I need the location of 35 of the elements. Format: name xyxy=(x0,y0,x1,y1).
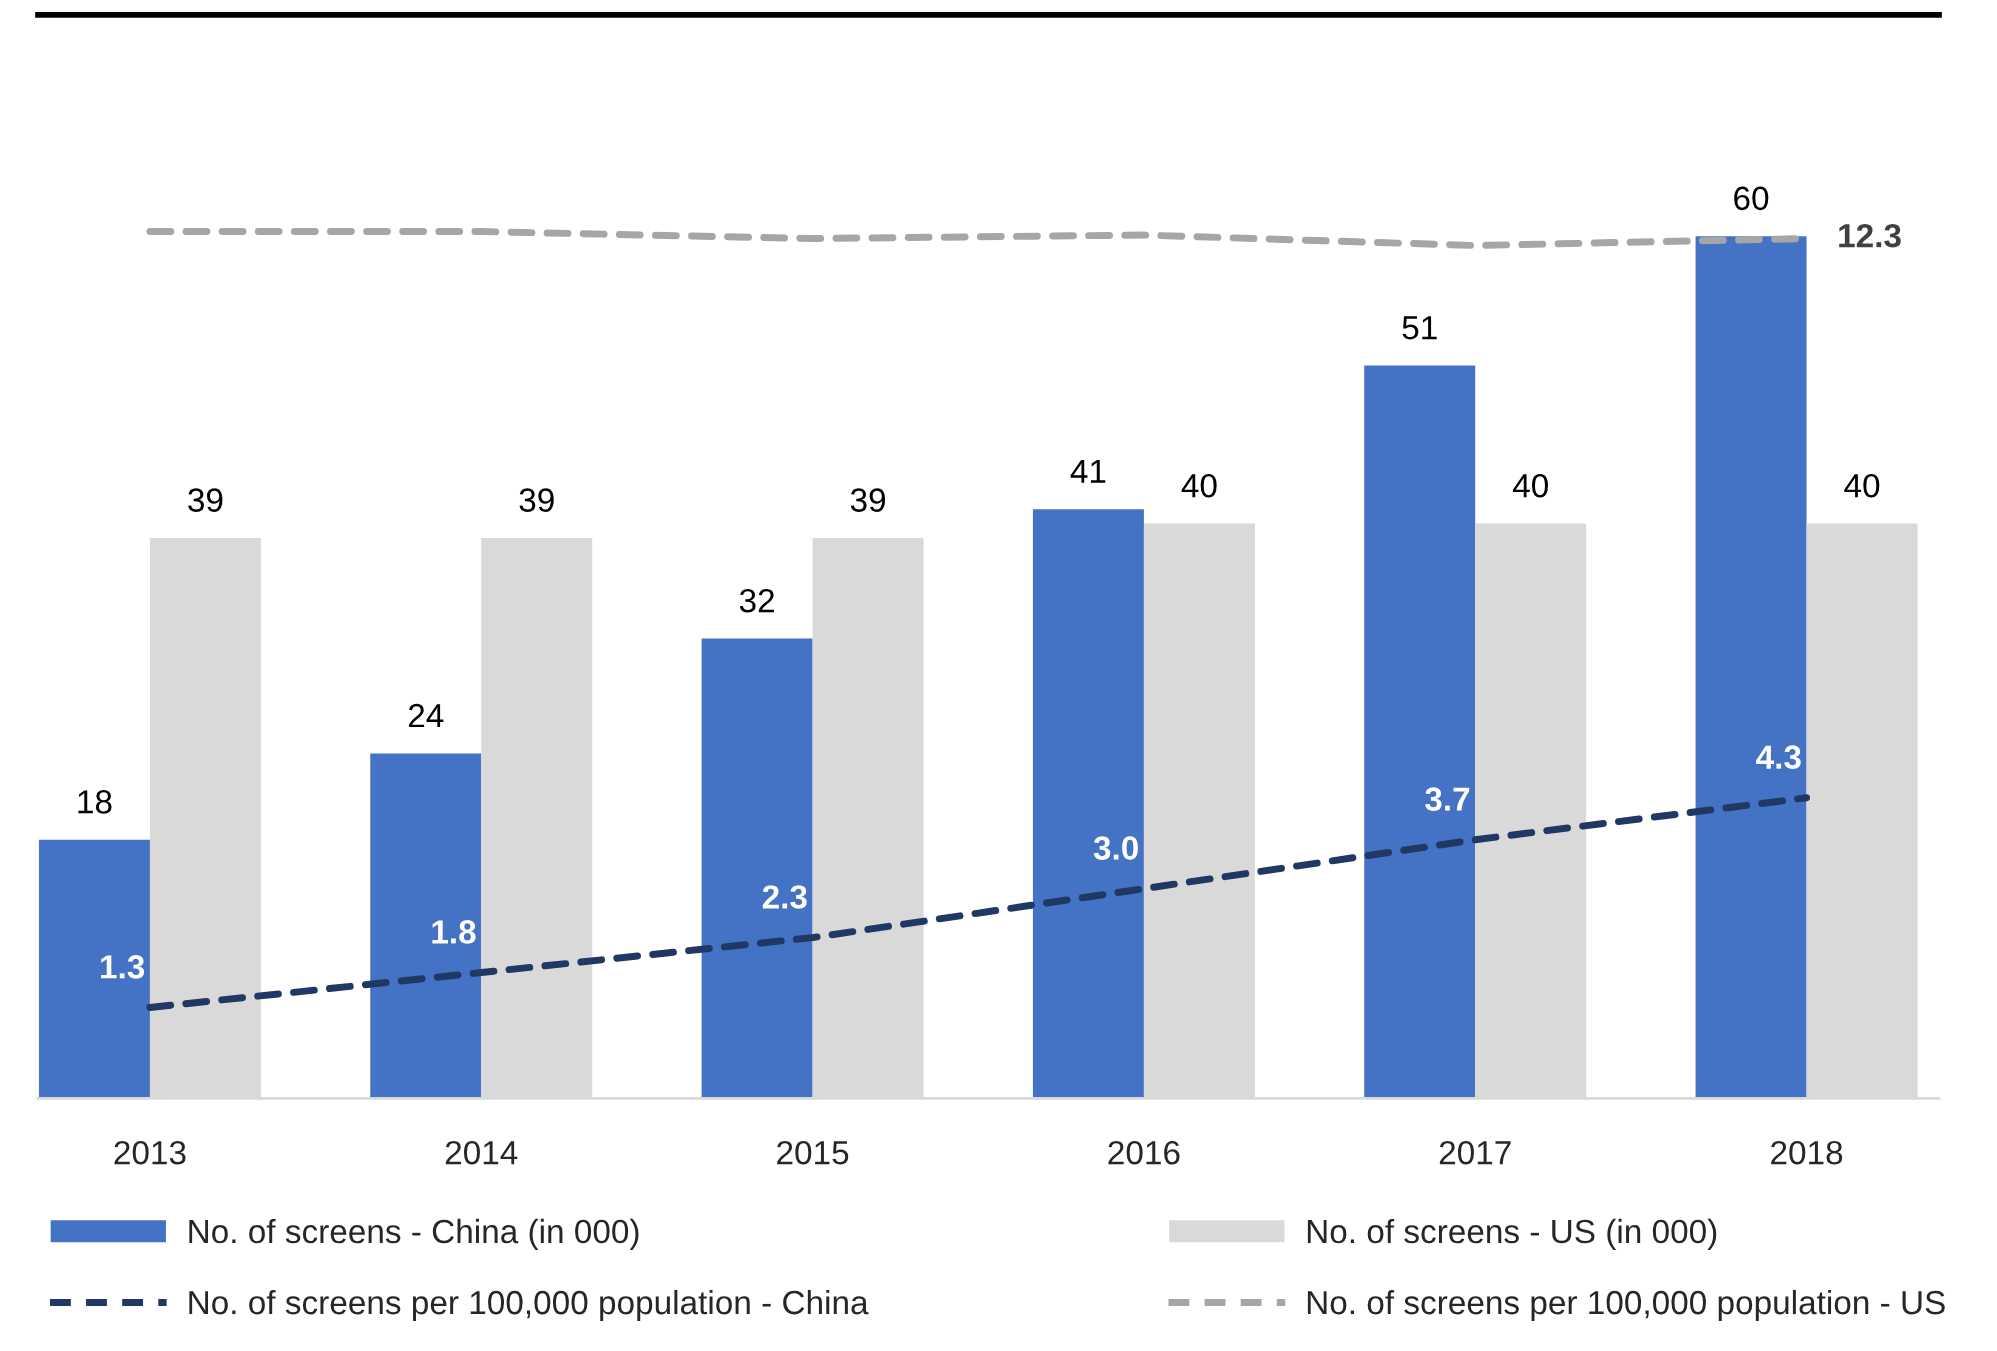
data-label: 1.8 xyxy=(432,920,476,944)
data-label: 1.3 xyxy=(101,955,145,979)
x-tick-label: 2015 xyxy=(777,1140,849,1165)
data-label: 39 xyxy=(188,488,223,512)
data-label: 41 xyxy=(1070,459,1106,483)
x-tick-label: 2013 xyxy=(114,1140,186,1165)
data-label: 39 xyxy=(850,488,886,512)
bar xyxy=(1364,365,1476,1099)
legend-label: No. of screens per 100,000 population - China xyxy=(189,1289,869,1321)
legend-label: No. of screens - China (in 000) xyxy=(189,1218,639,1250)
data-label: 2.3 xyxy=(762,885,807,909)
bar xyxy=(1695,236,1807,1099)
data-label: 51 xyxy=(1402,316,1437,340)
legend-label: No. of screens - US (in 000) xyxy=(1307,1218,1717,1250)
data-label: 18 xyxy=(78,790,112,814)
data-label: 3.0 xyxy=(1093,836,1138,860)
bar xyxy=(701,638,813,1099)
data-label: 4.3 xyxy=(1756,745,1801,770)
data-label: 32 xyxy=(739,588,774,613)
data-label: 3.7 xyxy=(1425,787,1470,811)
x-tick-label: 2017 xyxy=(1439,1140,1511,1165)
bar xyxy=(38,839,150,1099)
bar xyxy=(1032,509,1144,1099)
data-label: 12.3 xyxy=(1839,223,1901,248)
data-label: 40 xyxy=(1844,473,1880,498)
legend-label: No. of screens per 100,000 population - US xyxy=(1307,1289,1945,1321)
x-tick-label: 2018 xyxy=(1771,1140,1843,1165)
data-label: 40 xyxy=(1181,473,1217,498)
data-label: 39 xyxy=(519,488,554,512)
x-tick-label: 2016 xyxy=(1108,1140,1180,1165)
data-label: 24 xyxy=(408,703,444,728)
bar xyxy=(370,753,482,1099)
data-label: 60 xyxy=(1734,186,1769,211)
x-tick-label: 2014 xyxy=(445,1140,518,1165)
data-label: 40 xyxy=(1512,473,1548,498)
